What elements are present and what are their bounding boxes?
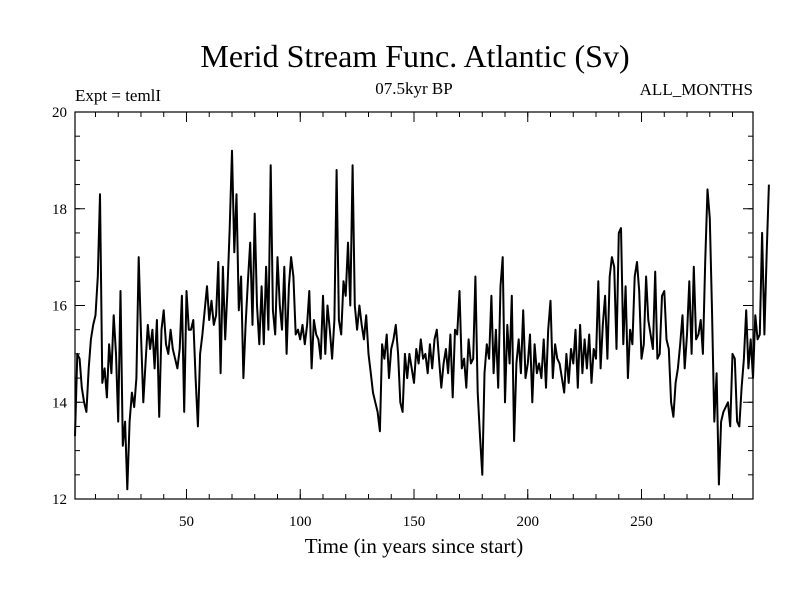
y-tick-label: 16 [52, 299, 68, 315]
experiment-label: Expt = temlI [75, 86, 161, 105]
tick-labels: 50 100 150 200 250 12 14 16 18 20 [52, 105, 653, 530]
x-tick-label: 100 [289, 514, 312, 530]
x-tick-label: 50 [179, 514, 194, 530]
y-tick-label: 14 [52, 395, 68, 411]
y-tick-label: 18 [52, 202, 67, 218]
chart-title: Merid Stream Func. Atlantic (Sv) [200, 38, 629, 74]
months-label: ALL_MONTHS [640, 80, 753, 99]
grid-and-ticks [75, 111, 753, 500]
y-tick-label: 20 [52, 105, 67, 121]
x-tick-label: 250 [630, 514, 653, 530]
x-axis-label: Time (in years since start) [305, 534, 524, 558]
x-tick-label: 200 [517, 514, 540, 530]
subtitle-label: 07.5kyr BP [375, 79, 452, 98]
x-tick-label: 150 [403, 514, 426, 530]
y-tick-label: 12 [52, 492, 67, 508]
series-line [74, 149, 770, 491]
plot-frame [74, 111, 754, 500]
